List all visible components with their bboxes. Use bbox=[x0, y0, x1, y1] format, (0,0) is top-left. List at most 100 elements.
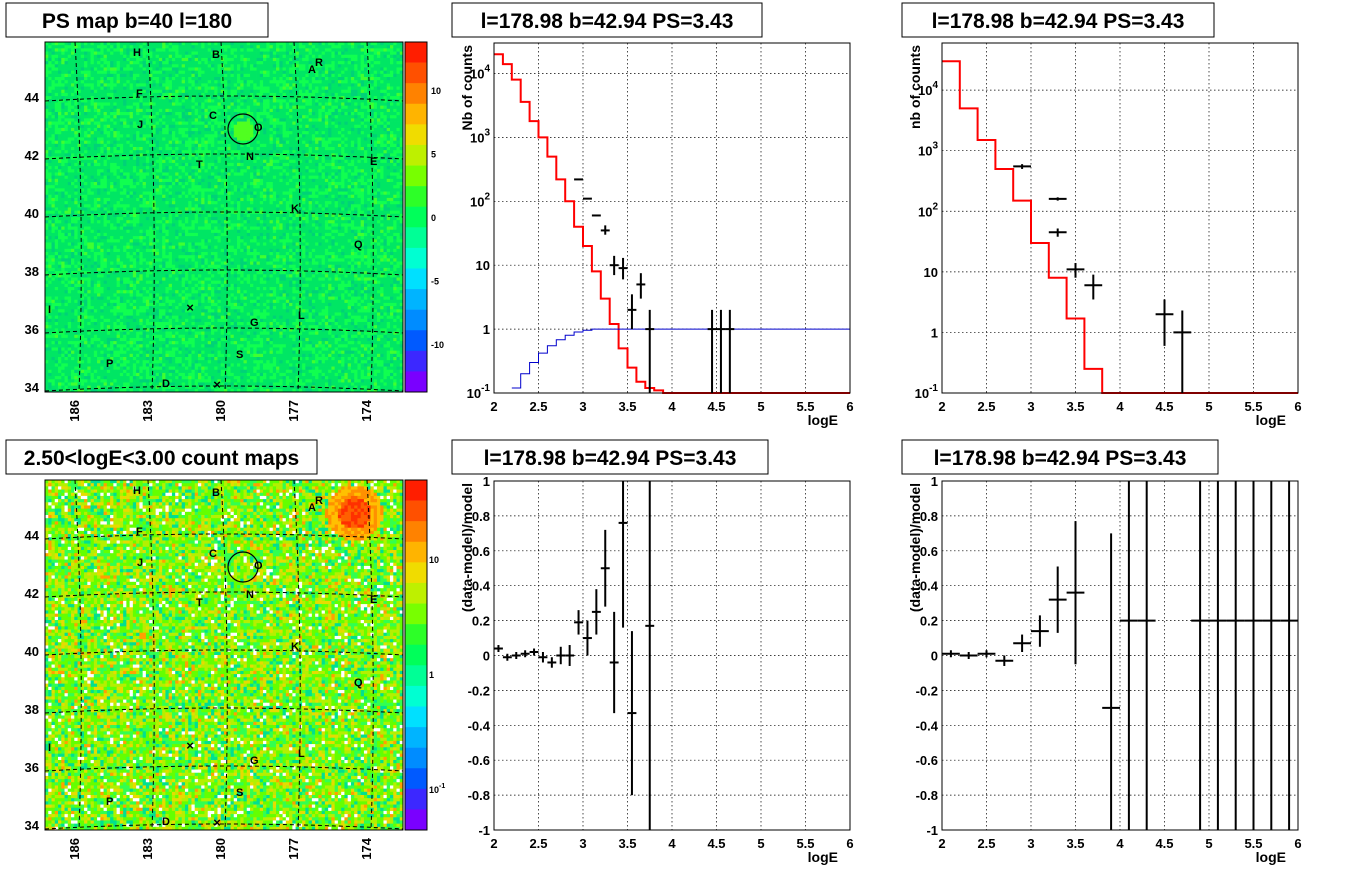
pixel bbox=[393, 166, 397, 170]
pixel bbox=[341, 143, 345, 148]
pixel bbox=[347, 118, 352, 122]
pixel bbox=[116, 166, 121, 170]
pixel bbox=[334, 172, 339, 177]
pixel bbox=[243, 73, 248, 78]
pixel bbox=[289, 150, 293, 154]
pixel bbox=[58, 105, 62, 110]
pixel bbox=[123, 124, 127, 129]
pixel bbox=[266, 77, 270, 81]
pixel bbox=[393, 153, 397, 157]
pixel bbox=[256, 162, 261, 167]
pixel bbox=[113, 175, 117, 180]
pixel bbox=[71, 77, 75, 81]
pixel bbox=[184, 182, 189, 186]
pixel bbox=[58, 127, 62, 132]
pixel bbox=[376, 156, 381, 161]
pixel bbox=[93, 54, 98, 59]
pixel bbox=[363, 115, 368, 119]
pixel bbox=[373, 73, 378, 78]
pixel bbox=[197, 118, 202, 122]
pixel bbox=[250, 102, 254, 107]
pixel bbox=[165, 118, 170, 122]
pixel bbox=[224, 86, 228, 91]
pixel bbox=[145, 83, 150, 87]
pixel bbox=[188, 70, 192, 75]
pixel bbox=[54, 45, 59, 49]
pixel bbox=[217, 162, 222, 167]
pixel bbox=[178, 175, 183, 180]
pixel bbox=[305, 143, 310, 148]
pixel bbox=[80, 112, 85, 116]
pixel bbox=[74, 127, 78, 132]
pixel bbox=[396, 121, 401, 126]
pixel bbox=[386, 150, 391, 154]
pixel bbox=[93, 166, 98, 170]
pixel bbox=[84, 105, 88, 110]
pixel bbox=[337, 42, 342, 46]
pixel bbox=[363, 64, 368, 68]
pixel bbox=[298, 182, 303, 186]
pixel bbox=[393, 124, 397, 129]
pixel bbox=[383, 153, 388, 157]
pixel bbox=[363, 48, 368, 52]
pixel bbox=[97, 42, 101, 46]
pixel bbox=[171, 112, 176, 116]
pixel bbox=[201, 105, 205, 110]
pixel bbox=[106, 51, 111, 56]
pixel bbox=[233, 137, 238, 142]
pixel bbox=[246, 156, 251, 161]
pixel bbox=[194, 92, 199, 97]
pixel bbox=[67, 61, 72, 65]
pixel bbox=[331, 92, 336, 97]
pixel bbox=[224, 150, 228, 154]
pixel bbox=[243, 70, 248, 75]
pixel bbox=[162, 124, 166, 129]
pixel bbox=[87, 64, 91, 68]
pixel bbox=[370, 42, 375, 46]
pixel bbox=[276, 51, 280, 56]
pixel bbox=[67, 175, 72, 180]
pixel bbox=[360, 150, 365, 154]
pixel bbox=[237, 64, 241, 68]
pixel bbox=[58, 121, 62, 126]
pixel bbox=[97, 147, 101, 151]
pixel bbox=[350, 169, 355, 173]
pixel bbox=[334, 121, 339, 126]
pixel bbox=[370, 89, 375, 94]
pixel bbox=[334, 48, 339, 52]
pixel bbox=[93, 67, 98, 72]
pixel bbox=[119, 61, 124, 65]
pixel bbox=[152, 48, 157, 52]
pixel bbox=[308, 70, 313, 75]
pixel bbox=[90, 182, 95, 186]
pixel bbox=[106, 115, 111, 119]
pixel bbox=[360, 96, 365, 100]
pixel bbox=[171, 64, 176, 68]
pixel bbox=[93, 150, 98, 154]
pixel bbox=[272, 140, 277, 145]
pixel bbox=[214, 54, 218, 59]
pixel bbox=[393, 143, 397, 148]
pixel bbox=[224, 54, 228, 59]
pixel bbox=[71, 57, 75, 62]
pixel bbox=[155, 108, 160, 113]
pixel bbox=[194, 112, 199, 116]
pixel bbox=[331, 45, 336, 49]
pixel bbox=[210, 150, 215, 154]
pixel bbox=[279, 118, 283, 122]
pixel bbox=[285, 169, 290, 173]
pixel bbox=[84, 175, 88, 180]
pixel bbox=[71, 127, 75, 132]
pixel bbox=[321, 172, 326, 177]
pixel bbox=[162, 57, 166, 62]
pixel bbox=[380, 77, 384, 81]
pixel bbox=[64, 112, 69, 116]
pixel bbox=[106, 61, 111, 65]
pixel bbox=[227, 182, 231, 186]
pixel bbox=[48, 83, 52, 87]
pixel bbox=[292, 77, 296, 81]
pixel bbox=[315, 45, 319, 49]
pixel bbox=[292, 143, 296, 148]
pixel bbox=[191, 86, 196, 91]
pixel bbox=[376, 48, 381, 52]
